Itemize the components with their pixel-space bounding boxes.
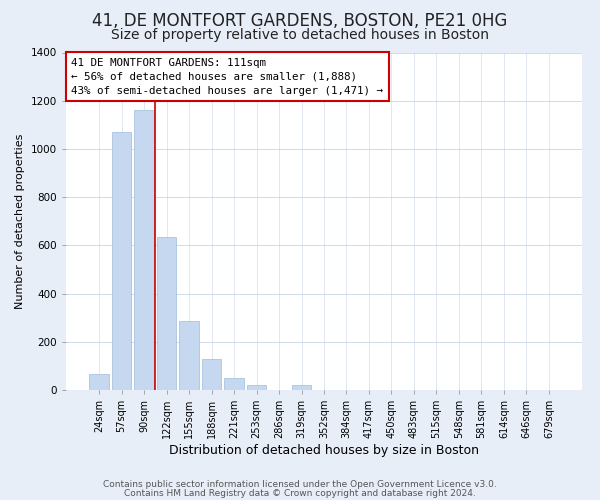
Text: Size of property relative to detached houses in Boston: Size of property relative to detached ho… — [111, 28, 489, 42]
Text: 41 DE MONTFORT GARDENS: 111sqm
← 56% of detached houses are smaller (1,888)
43% : 41 DE MONTFORT GARDENS: 111sqm ← 56% of … — [71, 58, 383, 96]
Bar — [202, 358, 221, 390]
X-axis label: Distribution of detached houses by size in Boston: Distribution of detached houses by size … — [169, 444, 479, 457]
Bar — [224, 378, 244, 390]
Text: Contains public sector information licensed under the Open Government Licence v3: Contains public sector information licen… — [103, 480, 497, 489]
Y-axis label: Number of detached properties: Number of detached properties — [15, 134, 25, 309]
Bar — [134, 110, 154, 390]
Text: Contains HM Land Registry data © Crown copyright and database right 2024.: Contains HM Land Registry data © Crown c… — [124, 488, 476, 498]
Bar — [112, 132, 131, 390]
Bar — [89, 374, 109, 390]
Bar — [247, 385, 266, 390]
Bar — [179, 322, 199, 390]
Bar — [157, 237, 176, 390]
Bar — [292, 385, 311, 390]
Text: 41, DE MONTFORT GARDENS, BOSTON, PE21 0HG: 41, DE MONTFORT GARDENS, BOSTON, PE21 0H… — [92, 12, 508, 30]
